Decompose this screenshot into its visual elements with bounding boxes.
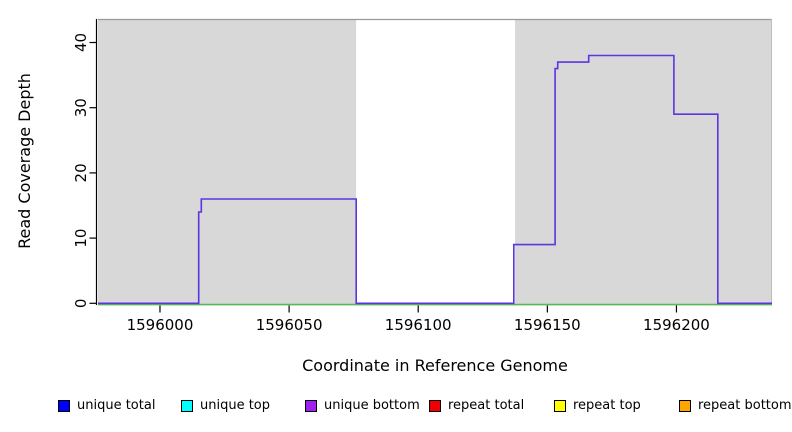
- y-axis-title: Read Coverage Depth: [15, 73, 34, 249]
- covered-region-left: [98, 19, 357, 305]
- x-tick-label: 1596050: [256, 316, 323, 334]
- x-axis-title: Coordinate in Reference Genome: [302, 356, 568, 375]
- legend-item-unique-top: unique top: [181, 398, 270, 413]
- legend-swatch-repeat-total: [429, 399, 441, 412]
- unique-coverage-step-line: [98, 54, 772, 305]
- gap-region: [356, 19, 516, 305]
- legend-swatch-unique-top: [181, 399, 193, 412]
- x-tick-label: 1596000: [127, 316, 194, 334]
- legend-label-unique-top: unique top: [200, 398, 271, 413]
- y-tick-label: 30: [72, 98, 90, 117]
- legend-swatch-repeat-bottom: [679, 399, 691, 412]
- legend-label-unique-total: unique total: [77, 398, 156, 413]
- legend-label-repeat-bottom: repeat bottom: [698, 398, 792, 413]
- plot-series-layer: [98, 54, 772, 306]
- x-tick-label: 1596100: [385, 316, 452, 334]
- legend-swatch-unique-bottom: [305, 399, 317, 412]
- legend-label-unique-bottom: unique bottom: [324, 398, 420, 413]
- y-tick-label: 10: [72, 229, 90, 248]
- legend-item-unique-bottom: unique bottom: [305, 398, 420, 413]
- y-tick-label: 0: [72, 299, 90, 309]
- legend: unique total unique top unique bottom re…: [0, 398, 792, 428]
- legend-item-repeat-bottom: repeat bottom: [679, 398, 792, 413]
- legend-item-repeat-total: repeat total: [429, 398, 524, 413]
- coverage-plot-svg: 0 10 20 30 40 1596000 1596050 1596100 1596150 159…: [15, 18, 772, 375]
- legend-item-unique-total: unique total: [58, 398, 155, 413]
- covered-region-right: [515, 19, 772, 305]
- legend-swatch-unique-total: [58, 399, 70, 412]
- legend-label-repeat-top: repeat top: [573, 398, 641, 413]
- legend-item-repeat-top: repeat top: [554, 398, 641, 413]
- y-tick-label: 40: [72, 33, 90, 52]
- coverage-plot: 0 10 20 30 40 1596000 1596050 1596100 1596150 159…: [15, 18, 772, 375]
- legend-label-repeat-total: repeat total: [448, 398, 525, 413]
- y-tick-label: 20: [72, 163, 90, 182]
- x-tick-label: 1596150: [514, 316, 581, 334]
- legend-swatch-repeat-top: [554, 399, 566, 412]
- x-tick-label: 1596200: [643, 316, 710, 334]
- plot-axis-layer: 0 10 20 30 40 1596000 1596050 1596100 1596150 159…: [72, 19, 710, 334]
